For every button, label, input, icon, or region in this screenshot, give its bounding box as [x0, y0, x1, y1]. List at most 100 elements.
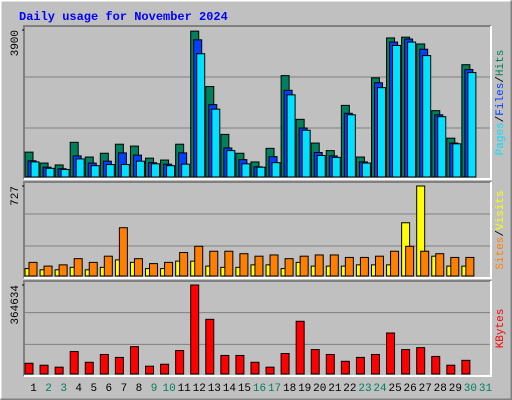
bar	[392, 44, 402, 178]
bar	[120, 164, 130, 178]
legend-entry: Hits	[495, 50, 507, 76]
legend-entry: Visits	[495, 190, 507, 230]
x-tick-label: 7	[121, 383, 128, 395]
bar	[149, 263, 159, 277]
x-tick-label: 23	[358, 383, 371, 395]
bar	[209, 250, 219, 277]
bar	[422, 55, 432, 178]
bar	[325, 353, 335, 375]
x-tick-label: 16	[253, 383, 266, 395]
bar	[75, 158, 85, 178]
bar	[390, 250, 400, 277]
panel-border-dark	[23, 280, 491, 376]
bar	[250, 361, 260, 375]
bar	[437, 116, 447, 178]
bar	[301, 129, 311, 178]
bar	[43, 265, 53, 277]
bar	[235, 354, 245, 375]
bar	[295, 320, 305, 375]
bar	[220, 354, 230, 375]
bar	[45, 167, 55, 178]
bar	[467, 72, 477, 178]
x-tick-label: 28	[434, 383, 447, 395]
bar	[286, 94, 296, 178]
bar	[60, 168, 70, 178]
bar	[190, 284, 200, 375]
legend: Pages/Files/Hits	[495, 50, 507, 156]
x-tick-label: 1	[30, 383, 37, 395]
x-tick-label: 2	[45, 383, 52, 395]
bar	[164, 261, 174, 277]
bar	[166, 165, 176, 178]
bar	[446, 364, 456, 375]
bar	[196, 53, 206, 178]
bar	[105, 164, 115, 178]
panel-border-light	[24, 281, 492, 377]
bar	[435, 253, 445, 277]
bar	[316, 155, 326, 178]
bar	[99, 353, 109, 375]
x-tick-label: 29	[449, 383, 462, 395]
bar	[145, 365, 155, 375]
bar	[416, 347, 426, 375]
bar	[194, 245, 204, 277]
panel-border-dark	[23, 25, 491, 179]
bar	[84, 361, 94, 375]
bar	[103, 255, 113, 277]
bar	[90, 165, 100, 178]
bar	[269, 254, 279, 277]
bar	[239, 253, 249, 277]
bar	[73, 258, 83, 277]
bar	[299, 255, 309, 277]
bar	[359, 256, 369, 277]
panel-border-light	[24, 182, 492, 279]
bar	[329, 254, 339, 277]
x-tick-label: 17	[268, 383, 281, 395]
x-tick-label: 22	[343, 383, 356, 395]
bar	[310, 349, 320, 375]
bar	[129, 346, 139, 375]
x-tick-label: 21	[328, 383, 342, 395]
bar	[461, 359, 471, 375]
legend-entry: Sites	[495, 237, 507, 270]
x-tick-label: 31	[479, 383, 493, 395]
x-tick-label: 27	[419, 383, 432, 395]
bar	[241, 163, 251, 178]
x-tick-label: 25	[388, 383, 401, 395]
bar	[30, 161, 40, 178]
bar	[39, 364, 49, 375]
bar	[431, 355, 441, 375]
x-tick-label: 18	[283, 383, 296, 395]
bar	[175, 350, 185, 375]
bar	[28, 261, 38, 277]
legend-entry: Files	[495, 83, 507, 116]
x-tick-label: 30	[464, 383, 477, 395]
legend-separator: /	[495, 230, 507, 237]
bar	[254, 255, 264, 277]
legend-separator: /	[495, 116, 507, 123]
bar	[355, 356, 365, 375]
bar	[24, 362, 34, 375]
legend: KBytes	[495, 309, 507, 349]
bar	[465, 256, 475, 277]
bar	[314, 254, 324, 277]
bar	[205, 318, 215, 375]
bar	[344, 256, 354, 277]
x-tick-label: 3	[60, 383, 67, 395]
bar	[160, 363, 170, 375]
x-tick-label: 5	[90, 383, 97, 395]
x-tick-label: 15	[238, 383, 251, 395]
y-tick-label: 3900	[10, 30, 22, 56]
x-tick-label: 10	[163, 383, 176, 395]
x-tick-label: 14	[223, 383, 237, 395]
bar	[224, 250, 234, 277]
legend-entry: Pages	[495, 122, 507, 155]
x-tick-label: 6	[106, 383, 113, 395]
panel-border-light	[24, 26, 492, 180]
x-tick-label: 19	[298, 383, 311, 395]
bar	[58, 264, 68, 277]
bar	[340, 360, 350, 375]
bar	[401, 349, 411, 375]
